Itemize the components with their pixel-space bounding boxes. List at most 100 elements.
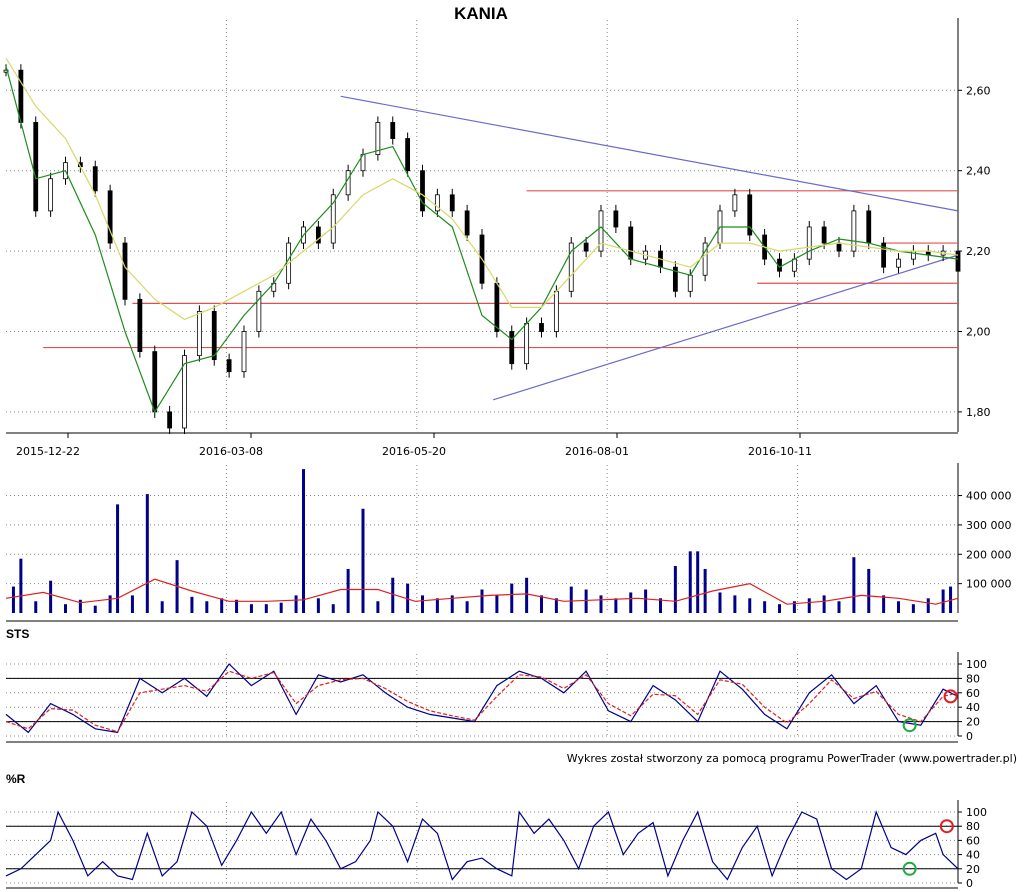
candle-body xyxy=(434,194,440,212)
moving-average-fast-line xyxy=(5,66,959,414)
volume-bar xyxy=(116,504,120,613)
volume-bar xyxy=(64,604,67,613)
volume-bar xyxy=(495,595,499,613)
candle-body xyxy=(345,170,351,196)
volume-bar xyxy=(525,577,529,613)
candle-body xyxy=(122,242,128,300)
x-tick-label: 2016-10-11 xyxy=(748,445,812,458)
volume-bar xyxy=(108,595,112,613)
candle-body xyxy=(196,310,202,357)
candle-body xyxy=(137,298,143,352)
y-tick-label: 2,60 xyxy=(966,84,991,97)
volume-bar xyxy=(703,568,707,613)
volume-bar xyxy=(93,605,97,613)
candle-body xyxy=(553,290,559,332)
main-line xyxy=(5,810,959,881)
sell-signal-marker xyxy=(943,689,958,704)
y-tick-label: 80 xyxy=(966,820,980,833)
volume-bar xyxy=(264,604,268,613)
volume-bar xyxy=(897,601,900,613)
volume-bar xyxy=(941,589,945,613)
candle-body xyxy=(539,323,544,332)
volume-bar xyxy=(421,595,424,613)
sell-signal-marker xyxy=(939,819,954,834)
candle-body xyxy=(821,226,827,244)
main-line xyxy=(5,663,959,734)
volume-bar xyxy=(346,568,350,613)
sts-label: STS xyxy=(6,627,29,641)
candle-body xyxy=(955,250,961,272)
candle-body xyxy=(509,331,515,365)
volume-bar xyxy=(376,601,380,613)
y-tick-label: 100 xyxy=(966,806,987,819)
candle-body xyxy=(494,282,500,332)
candle-body xyxy=(420,170,425,212)
y-tick-label: 2,00 xyxy=(966,326,991,339)
buy-signal-marker xyxy=(902,718,917,733)
candle-body xyxy=(33,122,39,212)
volume-bar xyxy=(807,598,811,613)
volume-bar xyxy=(34,601,38,613)
volume-bar xyxy=(569,586,573,613)
y-tick-label: 2,40 xyxy=(966,165,991,178)
price-panel: 2,60 2,40 2,20 2,00 1,80 2015-12-22 2016-03-08… xyxy=(3,18,991,458)
candle-body xyxy=(256,290,262,332)
y-tick-label: 200 000 xyxy=(966,548,1012,561)
candle-body xyxy=(92,166,98,192)
volume-bar xyxy=(510,583,514,613)
candle-body xyxy=(628,226,634,260)
candle-body xyxy=(182,355,187,429)
volume-bar xyxy=(19,558,23,613)
volume-bar xyxy=(435,598,439,613)
candle-body xyxy=(613,210,619,228)
volume-bar xyxy=(644,589,648,613)
candle-body xyxy=(241,331,247,373)
y-tick-label: 0 xyxy=(966,877,973,890)
y-tick-label: 40 xyxy=(966,849,980,862)
volume-bar xyxy=(926,598,930,613)
volume-bar xyxy=(688,551,692,613)
volume-bar xyxy=(190,596,194,613)
volume-bar xyxy=(911,604,915,613)
candle-body xyxy=(836,242,842,252)
candle-body xyxy=(18,69,24,123)
volume-bar xyxy=(659,598,662,613)
volume-bar xyxy=(763,601,767,613)
candle-body xyxy=(896,258,901,268)
candle-body xyxy=(583,242,589,252)
candle-body xyxy=(405,138,411,172)
candle-body xyxy=(3,69,9,73)
volume-bar xyxy=(235,599,239,613)
candle-body xyxy=(732,194,738,212)
volume-bar xyxy=(480,589,484,613)
y-tick-label: 20 xyxy=(966,716,980,729)
volume-bar xyxy=(882,595,886,613)
volume-bar xyxy=(748,598,752,613)
y-tick-label: 100 000 xyxy=(966,578,1012,591)
y-tick-label: 100 xyxy=(966,658,987,671)
volume-bar xyxy=(540,595,543,613)
volume-bar xyxy=(450,595,454,613)
williams-r-label: %R xyxy=(6,772,26,786)
volume-bar xyxy=(145,494,149,613)
volume-bar xyxy=(249,604,253,613)
x-tick-label: 2015-12-22 xyxy=(16,445,80,458)
moving-average-slow-line xyxy=(5,57,959,321)
volume-bar xyxy=(49,580,53,613)
volume-bar xyxy=(279,602,283,613)
volume-bar xyxy=(294,595,298,613)
x-tick-label: 2016-03-08 xyxy=(199,445,263,458)
volume-bar xyxy=(78,599,82,613)
volume-average-line xyxy=(5,578,959,605)
volume-bar xyxy=(852,557,856,613)
volume-bar xyxy=(391,577,395,613)
chart-title: KANIA xyxy=(454,4,508,23)
volume-bar xyxy=(792,601,796,613)
volume-bar xyxy=(11,586,15,613)
candle-body xyxy=(524,323,530,365)
candle-body xyxy=(687,274,693,292)
candle-body xyxy=(702,242,708,276)
volume-bar xyxy=(316,598,320,613)
volume-bar xyxy=(361,508,365,613)
